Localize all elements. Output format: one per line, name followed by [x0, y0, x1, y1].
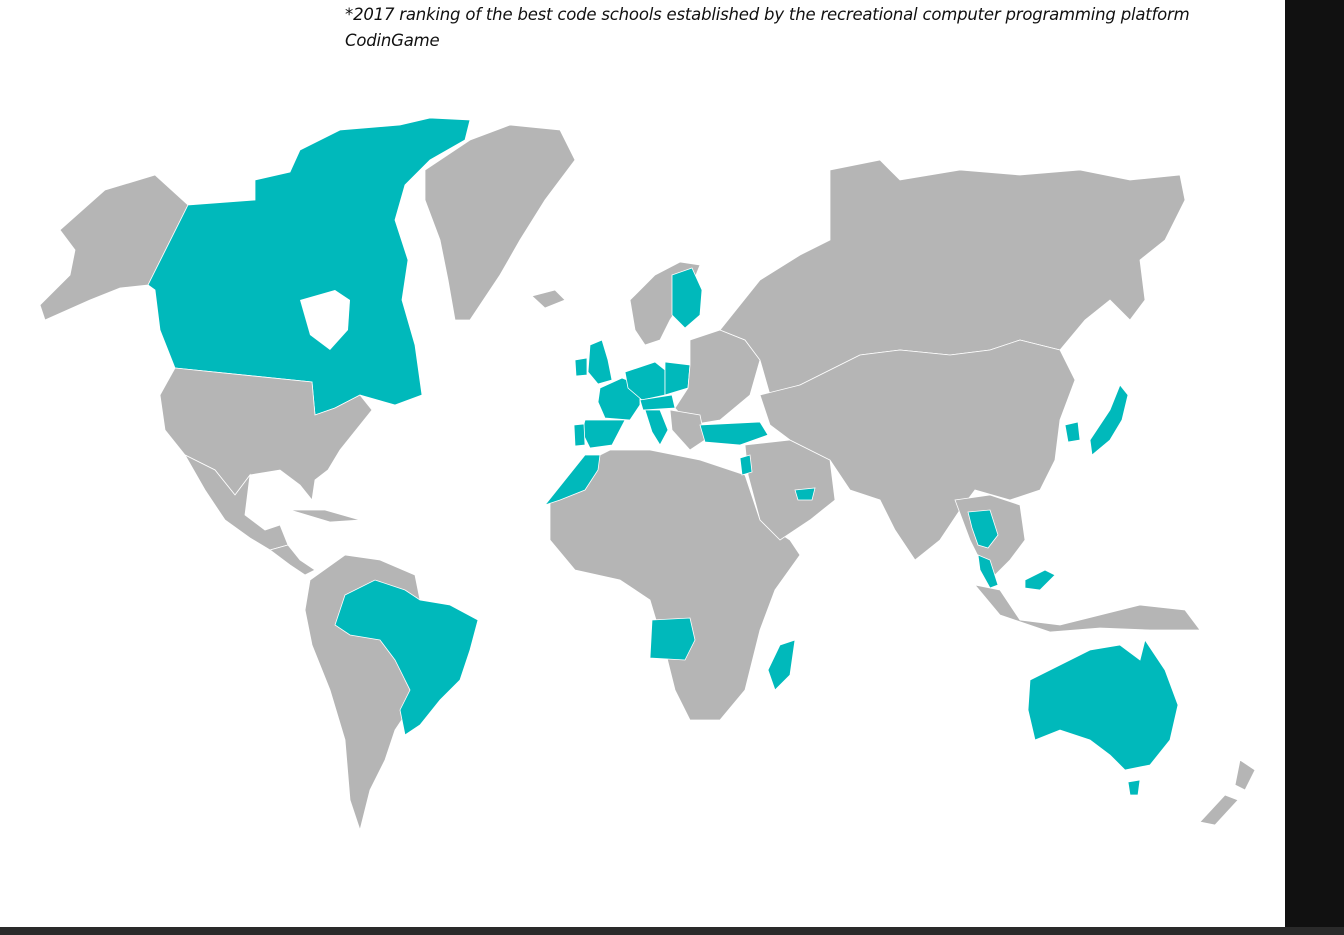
right-dark-strip	[1285, 0, 1344, 935]
ireland	[574, 357, 588, 377]
malaysia-peninsula	[977, 554, 999, 589]
turkey	[699, 421, 769, 446]
balkans	[669, 409, 706, 451]
footnote-text: 2017 ranking of the best code schools es…	[345, 5, 1190, 50]
italy	[644, 409, 669, 446]
japan	[1089, 384, 1129, 456]
malaysia-borneo	[1024, 569, 1056, 591]
central-america	[269, 544, 316, 576]
spain	[581, 419, 626, 449]
mexico	[183, 454, 289, 551]
greenland	[424, 124, 576, 321]
africa	[549, 449, 801, 721]
finland	[671, 267, 703, 329]
madagascar	[767, 639, 796, 691]
jordan	[739, 454, 753, 476]
central-south-asia	[759, 339, 1076, 561]
portugal	[573, 423, 586, 447]
united-arab-emirates	[794, 487, 816, 501]
australia	[1027, 639, 1179, 771]
brazil	[334, 579, 479, 736]
tasmania	[1127, 779, 1141, 796]
morocco	[543, 454, 601, 506]
angola	[649, 617, 696, 661]
footnote: *2017 ranking of the best code schools e…	[345, 2, 1225, 54]
iceland	[531, 289, 566, 309]
new-zealand	[1199, 759, 1256, 826]
footnote-marker: *	[345, 5, 354, 24]
indonesia	[973, 584, 1201, 633]
bottom-dark-strip	[0, 927, 1344, 935]
south-korea	[1064, 421, 1081, 443]
cuba	[289, 509, 361, 523]
alaska	[39, 174, 189, 321]
united-kingdom	[587, 339, 613, 385]
hudson-bay-water	[300, 290, 350, 350]
world-map	[39, 117, 1256, 832]
thailand	[967, 509, 999, 549]
